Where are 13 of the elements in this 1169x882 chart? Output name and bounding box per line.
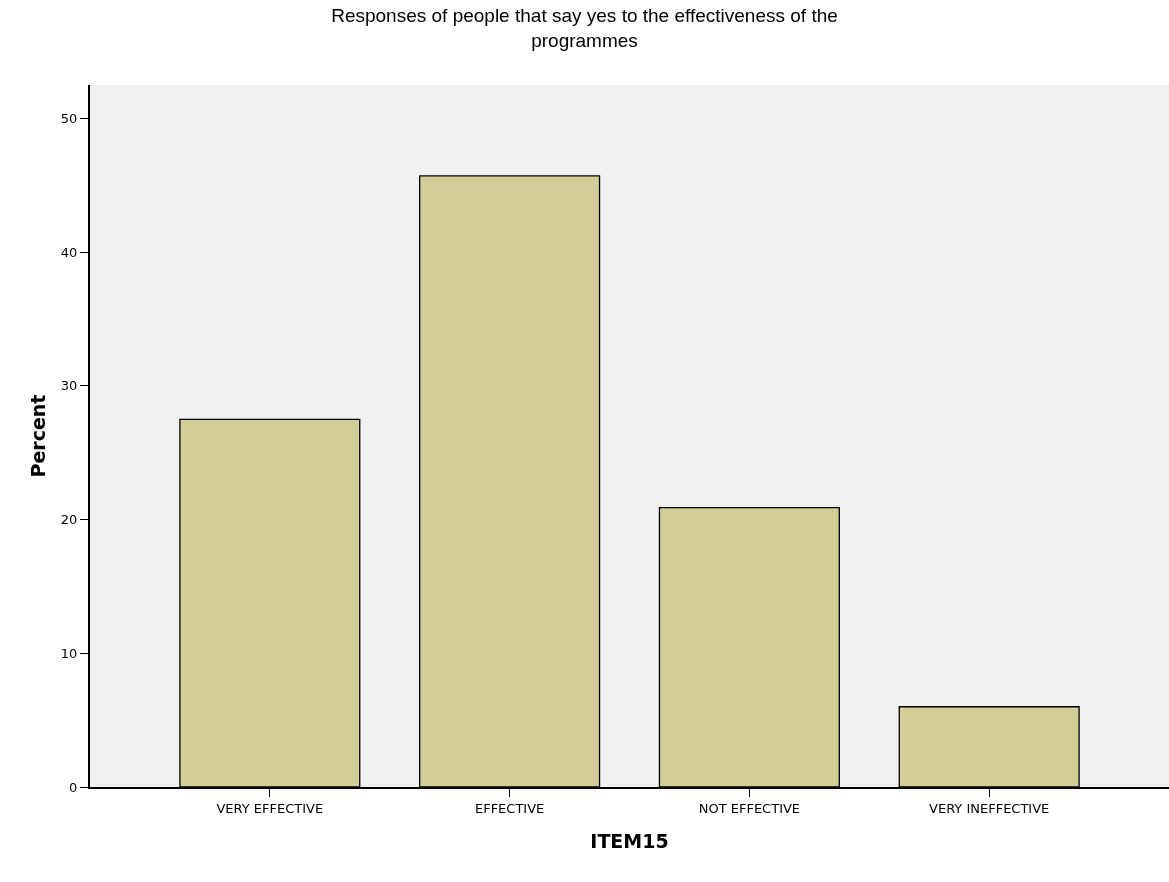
y-tick-label: 50 bbox=[60, 110, 78, 126]
y-axis-title: Percent bbox=[27, 394, 50, 478]
x-tick-label: VERY EFFECTIVE bbox=[216, 800, 324, 816]
x-tick-label: VERY INEFFECTIVE bbox=[929, 800, 1050, 816]
y-tick-label: 10 bbox=[60, 645, 78, 661]
x-tick-label: EFFECTIVE bbox=[474, 800, 545, 816]
y-tick-label: 0 bbox=[69, 779, 78, 795]
y-tick-label: 40 bbox=[60, 244, 78, 260]
chart-title: Responses of people that say yes to the effectiveness of the programmes bbox=[331, 5, 838, 51]
x-axis-title: ITEM15 bbox=[590, 829, 669, 852]
y-tick-label: 30 bbox=[60, 378, 78, 394]
y-tick-label: 20 bbox=[60, 512, 78, 528]
x-tick-label: NOT EFFECTIVE bbox=[698, 800, 801, 816]
